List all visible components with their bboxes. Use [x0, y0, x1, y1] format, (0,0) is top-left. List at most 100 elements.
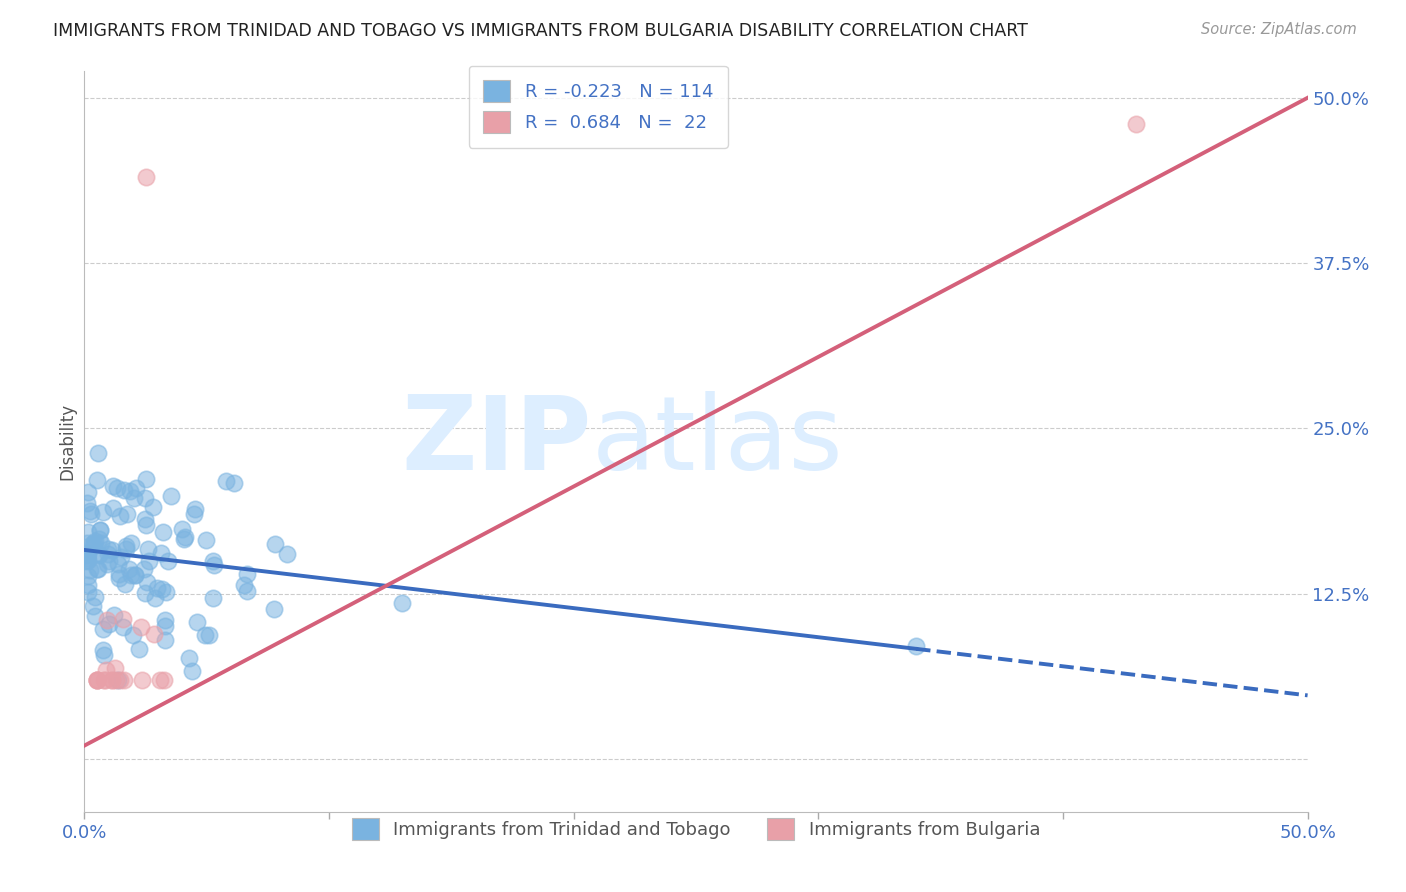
Point	[232, 578, 254, 592]
Point	[186, 615, 208, 629]
Point	[150, 546, 173, 560]
Point	[184, 501, 207, 516]
Point	[82, 599, 104, 613]
Point	[236, 584, 259, 599]
Point	[110, 673, 132, 687]
Point	[76, 554, 98, 568]
Point	[112, 483, 135, 497]
Point	[183, 508, 205, 522]
Point	[89, 523, 111, 537]
Point	[115, 539, 138, 553]
Point	[153, 613, 176, 627]
Point	[222, 476, 245, 491]
Text: atlas: atlas	[592, 391, 844, 492]
Text: ZIP: ZIP	[402, 391, 592, 492]
Point	[86, 562, 108, 576]
Point	[135, 170, 157, 185]
Point	[76, 484, 98, 499]
Point	[120, 484, 142, 499]
Point	[105, 673, 128, 687]
Point	[110, 549, 132, 564]
Point	[194, 628, 217, 642]
Point	[79, 563, 101, 577]
Point	[129, 620, 152, 634]
Point	[84, 591, 107, 605]
Point	[93, 648, 115, 662]
Point	[97, 542, 120, 557]
Point	[107, 673, 129, 687]
Point	[131, 673, 153, 687]
Point	[125, 481, 148, 495]
Text: IMMIGRANTS FROM TRINIDAD AND TOBAGO VS IMMIGRANTS FROM BULGARIA DISABILITY CORRE: IMMIGRANTS FROM TRINIDAD AND TOBAGO VS I…	[53, 22, 1028, 40]
Point	[76, 549, 98, 563]
Point	[77, 525, 100, 540]
Point	[115, 507, 138, 521]
Point	[120, 536, 142, 550]
Point	[108, 571, 131, 585]
Point	[96, 614, 118, 628]
Point	[105, 481, 128, 495]
Point	[93, 622, 115, 636]
Point	[76, 585, 98, 599]
Point	[84, 534, 107, 549]
Point	[103, 500, 125, 515]
Point	[79, 504, 101, 518]
Point	[112, 673, 135, 687]
Point	[101, 479, 124, 493]
Point	[83, 535, 105, 549]
Point	[77, 578, 100, 592]
Point	[108, 508, 131, 523]
Point	[86, 473, 108, 487]
Legend: Immigrants from Trinidad and Tobago, Immigrants from Bulgaria: Immigrants from Trinidad and Tobago, Imm…	[337, 804, 1054, 855]
Point	[86, 673, 108, 687]
Point	[76, 545, 98, 559]
Point	[115, 541, 138, 556]
Point	[91, 642, 114, 657]
Point	[152, 673, 174, 687]
Point	[160, 489, 183, 503]
Point	[264, 537, 287, 551]
Point	[134, 586, 156, 600]
Point	[94, 663, 117, 677]
Point	[98, 554, 121, 568]
Point	[111, 619, 134, 633]
Point	[101, 673, 124, 687]
Point	[124, 568, 146, 582]
Point	[157, 554, 180, 568]
Point	[76, 536, 98, 550]
Point	[83, 608, 105, 623]
Point	[155, 584, 177, 599]
Point	[76, 496, 98, 510]
Point	[146, 581, 169, 595]
Point	[194, 533, 217, 547]
Point	[134, 491, 156, 506]
Point	[101, 542, 124, 557]
Text: Source: ZipAtlas.com: Source: ZipAtlas.com	[1201, 22, 1357, 37]
Point	[89, 547, 111, 561]
Point	[276, 547, 298, 561]
Point	[93, 673, 115, 687]
Point	[100, 673, 122, 687]
Point	[107, 558, 129, 572]
Point	[174, 530, 197, 544]
Point	[91, 505, 114, 519]
Point	[905, 640, 928, 654]
Point	[177, 650, 200, 665]
Point	[1125, 117, 1147, 131]
Point	[82, 539, 104, 553]
Point	[138, 554, 160, 568]
Point	[136, 574, 159, 589]
Point	[152, 525, 174, 540]
Point	[87, 549, 110, 563]
Point	[202, 591, 225, 606]
Point	[94, 673, 117, 687]
Point	[77, 547, 100, 561]
Point	[204, 558, 226, 573]
Point	[87, 562, 110, 576]
Point	[142, 500, 165, 514]
Point	[76, 553, 98, 567]
Point	[181, 664, 204, 678]
Point	[97, 547, 120, 561]
Point	[76, 550, 98, 565]
Point	[86, 673, 108, 687]
